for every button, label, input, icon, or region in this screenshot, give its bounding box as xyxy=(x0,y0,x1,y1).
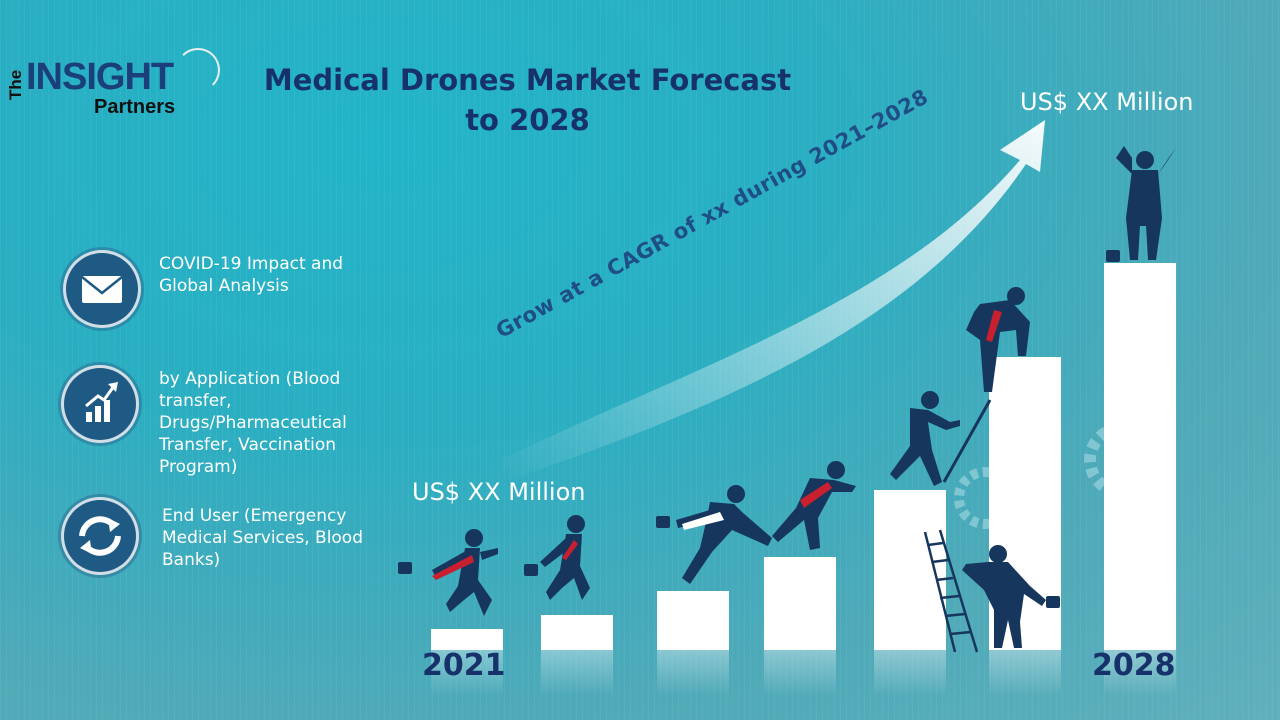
bar-2028 xyxy=(1104,263,1176,650)
page-title: Medical Drones Market Forecast to 2028 xyxy=(263,63,792,137)
logo-the-text: The xyxy=(6,69,25,100)
end-value-label: US$ XX Million xyxy=(1020,88,1194,116)
start-value-label: US$ XX Million xyxy=(412,478,586,506)
feature-application-text: by Application (Blood transfer, Drugs/Ph… xyxy=(159,369,347,477)
logo-arc-icon xyxy=(176,48,220,92)
cycle-arrows-icon xyxy=(61,497,139,575)
growth-chart-icon xyxy=(61,365,139,443)
bar-2021 xyxy=(431,629,503,650)
start-year-label: 2021 xyxy=(422,648,506,683)
feature-end-user-text: End User (Emergency Medical Services, Bl… xyxy=(162,506,364,570)
bar-2023 xyxy=(657,591,729,650)
envelope-icon xyxy=(63,250,141,328)
bar-2022 xyxy=(541,615,613,650)
businessman-figures xyxy=(398,146,1176,648)
insight-partners-logo: The INSIGHT Partners xyxy=(6,48,220,124)
feature-covid-text: COVID-19 Impact and Global Analysis xyxy=(159,254,344,296)
growth-illustration xyxy=(398,120,1176,696)
logo-insight-text: INSIGHT xyxy=(26,56,174,98)
bar-2024 xyxy=(764,557,836,650)
logo-partners-text: Partners xyxy=(94,96,176,118)
end-year-label: 2028 xyxy=(1092,648,1176,683)
ladder-icon xyxy=(923,529,979,653)
growth-arrow xyxy=(500,120,1045,480)
